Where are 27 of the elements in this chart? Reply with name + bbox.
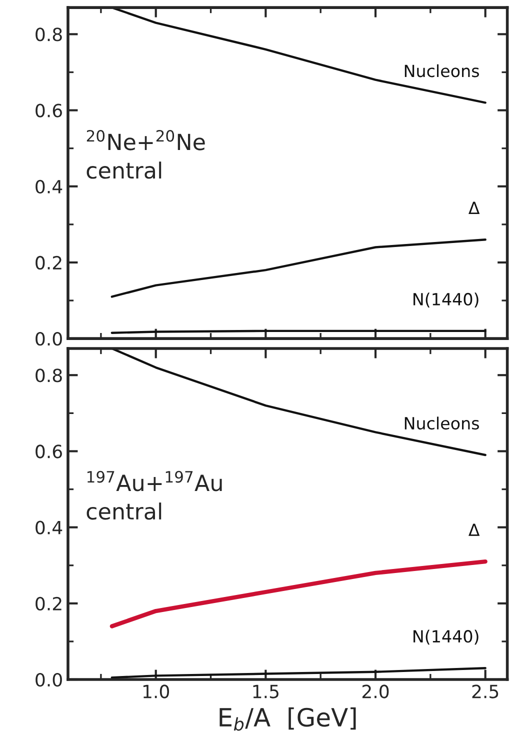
series-label: N(1440) <box>414 630 478 645</box>
y-tick-label: 0.4 <box>36 520 62 534</box>
annotation: $^{20}$Ne+$^{20}$Ne central <box>86 130 205 179</box>
y-tick-label: 0.8 <box>36 368 62 382</box>
x-tick-label: 2.0 <box>362 684 389 698</box>
x-tick-label: 1.5 <box>253 684 278 698</box>
line-series <box>110 559 488 628</box>
x-tick-label: 1.0 <box>143 684 170 698</box>
line-series <box>110 348 486 456</box>
y-tick-label: 0.6 <box>36 104 62 118</box>
text: $^{197}$Au+$^{197}$Au central <box>86 470 222 520</box>
y-tick-label: 0.2 <box>36 256 62 270</box>
line-series <box>110 8 486 104</box>
series-label: Δ <box>468 524 480 536</box>
y-tick-label: 0.8 <box>36 28 62 42</box>
series-label: Nucleons <box>404 64 479 78</box>
y-tick-label: 0.0 <box>36 332 62 346</box>
series-label: N(1440) <box>414 292 478 308</box>
x-axis-title: E$_{b}$/A [GeV] <box>220 707 356 731</box>
y-tick-label: 0.2 <box>36 596 62 611</box>
series-label: Δ <box>468 202 480 214</box>
line-series <box>110 666 486 679</box>
x-tick-label: 2.5 <box>472 684 498 698</box>
y-tick-label: 0.0 <box>36 672 62 687</box>
y-tick-label: 0.4 <box>36 180 62 194</box>
series-label: Nucleons <box>404 416 479 430</box>
y-tick-label: 0.6 <box>36 444 62 458</box>
